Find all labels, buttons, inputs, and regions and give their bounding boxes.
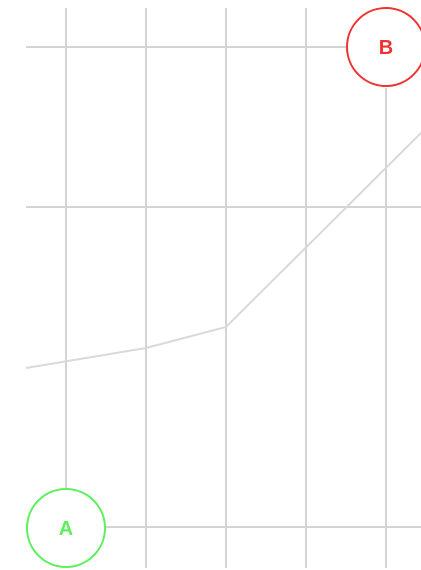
end-marker-label: B [379,37,393,59]
grid [26,8,421,568]
start-marker-ring [26,488,106,568]
end-marker-ring [346,7,421,87]
start-marker-label: A [59,518,73,540]
route-path [25,132,421,369]
start-marker[interactable]: A [26,488,106,568]
end-marker[interactable]: B [346,7,421,87]
